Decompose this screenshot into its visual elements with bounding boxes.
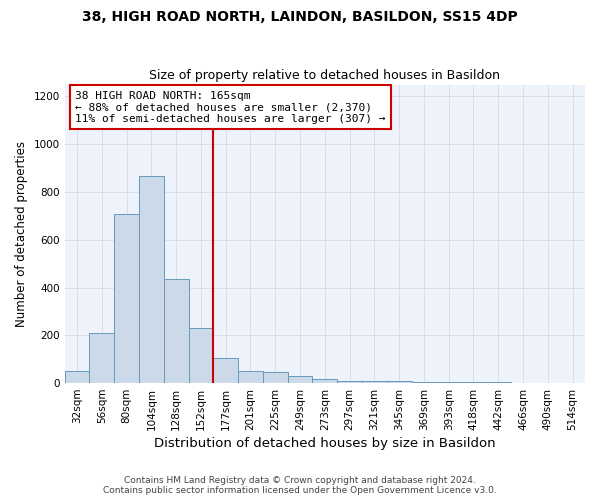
Bar — [263, 372, 287, 383]
Bar — [387, 381, 412, 383]
Bar — [89, 333, 114, 383]
Text: Contains HM Land Registry data © Crown copyright and database right 2024.
Contai: Contains HM Land Registry data © Crown c… — [103, 476, 497, 495]
Bar — [65, 371, 89, 383]
Bar — [238, 371, 263, 383]
Bar — [486, 382, 511, 383]
Bar — [362, 380, 387, 383]
Bar — [337, 380, 362, 383]
Bar — [313, 380, 337, 383]
Text: 38 HIGH ROAD NORTH: 165sqm
← 88% of detached houses are smaller (2,370)
11% of s: 38 HIGH ROAD NORTH: 165sqm ← 88% of deta… — [75, 90, 386, 124]
Bar — [139, 176, 164, 383]
X-axis label: Distribution of detached houses by size in Basildon: Distribution of detached houses by size … — [154, 437, 496, 450]
Bar — [287, 376, 313, 383]
Bar — [461, 382, 486, 383]
Bar — [114, 214, 139, 383]
Bar — [412, 382, 436, 383]
Bar — [214, 358, 238, 383]
Bar — [436, 382, 461, 383]
Y-axis label: Number of detached properties: Number of detached properties — [15, 141, 28, 327]
Text: 38, HIGH ROAD NORTH, LAINDON, BASILDON, SS15 4DP: 38, HIGH ROAD NORTH, LAINDON, BASILDON, … — [82, 10, 518, 24]
Bar — [164, 279, 188, 383]
Bar — [188, 328, 214, 383]
Title: Size of property relative to detached houses in Basildon: Size of property relative to detached ho… — [149, 69, 500, 82]
